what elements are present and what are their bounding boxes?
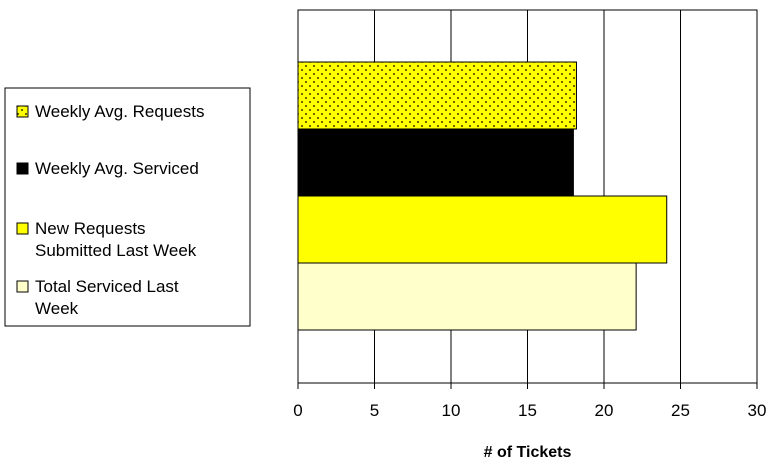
x-tick-label: 10 (442, 401, 461, 420)
x-axis-title: # of Tickets (484, 444, 572, 457)
bar-weekly-avg-requests (297, 61, 577, 130)
x-tick-label: 15 (518, 401, 537, 420)
legend-label: Week (35, 299, 79, 318)
legend-swatch (16, 105, 29, 118)
x-tick-label: 30 (748, 401, 767, 420)
x-tick-label: 0 (293, 401, 302, 420)
x-axis-ticks: 0 5 10 15 20 25 30 (293, 383, 766, 420)
legend-label: Weekly Avg. Serviced (35, 159, 199, 178)
legend-swatch (16, 280, 29, 293)
legend-swatch (16, 162, 29, 175)
legend-label: Submitted Last Week (35, 241, 197, 260)
plot-area: 0 5 10 15 20 25 30 # of Tickets (293, 9, 766, 457)
legend-swatch (16, 222, 29, 235)
legend-label: Weekly Avg. Requests (35, 102, 204, 121)
legend-label: New Requests (35, 219, 146, 238)
x-tick-label: 20 (595, 401, 614, 420)
x-tick-label: 25 (671, 401, 690, 420)
legend: Weekly Avg. Requests Weekly Avg. Serviced… (4, 87, 251, 327)
bar-weekly-avg-serviced (297, 128, 574, 197)
bar-new-requests-submitted-last-week (297, 195, 668, 264)
legend-box (4, 87, 251, 327)
bar-total-serviced-last-week (297, 262, 637, 331)
legend-label: Total Serviced Last (35, 277, 179, 296)
x-tick-label: 5 (370, 401, 379, 420)
bars (297, 61, 668, 331)
